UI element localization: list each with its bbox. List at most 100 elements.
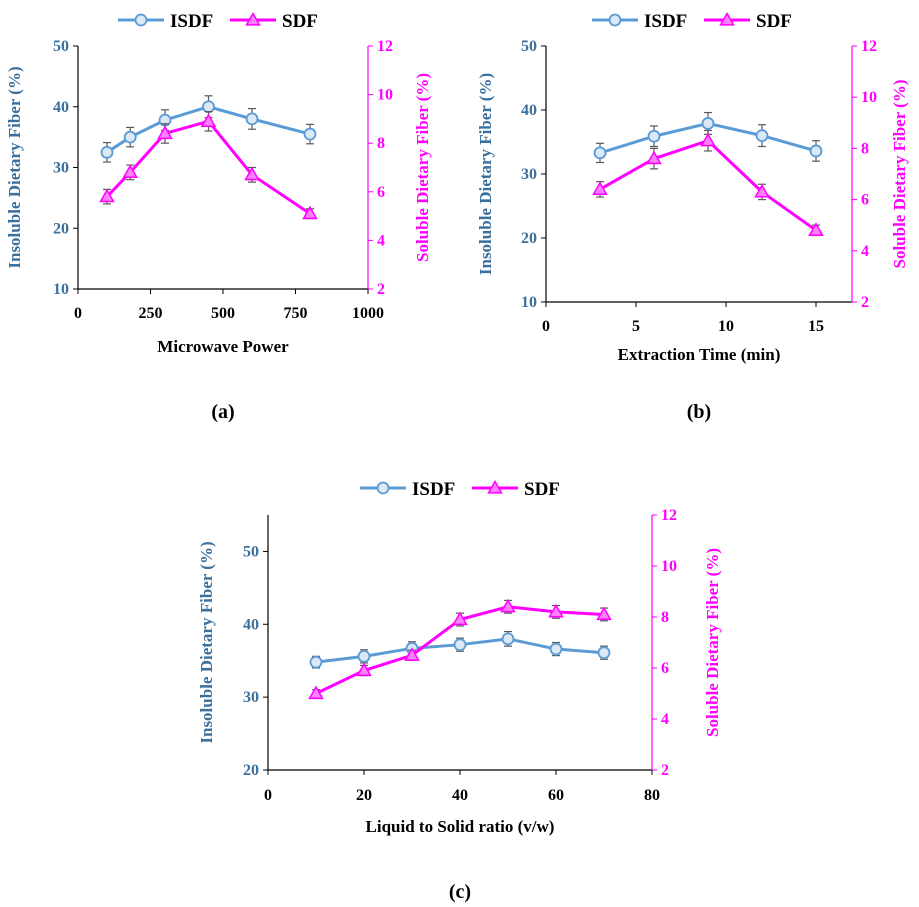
data-point-sdf xyxy=(596,606,612,621)
legend-marker-isdf xyxy=(134,13,148,27)
y-axis-title: Insoluble Dietary Fiber (%) xyxy=(5,66,24,268)
legend-label-isdf: ISDF xyxy=(170,11,213,32)
data-point-sdf xyxy=(356,662,372,677)
legend-label-sdf: SDF xyxy=(282,11,318,32)
x-axis-title: Liquid to Solid ratio (v/w) xyxy=(366,817,555,836)
y-tick-label: 30 xyxy=(53,160,69,177)
data-point-sdf xyxy=(700,132,716,147)
y2-tick-label: 10 xyxy=(661,558,677,575)
series-isdf xyxy=(309,630,611,669)
legend-marker-sdf xyxy=(719,11,735,26)
x-tick-label: 5 xyxy=(632,318,640,335)
y-tick-label: 30 xyxy=(521,166,537,183)
x-tick-label: 1000 xyxy=(352,305,384,322)
series-line xyxy=(599,139,817,232)
data-point-sdf xyxy=(122,164,138,178)
y-tick-label: 20 xyxy=(521,230,537,247)
x-tick-label: 0 xyxy=(542,318,550,335)
legend-marker-isdf xyxy=(376,481,390,495)
data-point-isdf xyxy=(647,129,661,143)
y-tick-label: 40 xyxy=(53,99,69,116)
x-tick-label: 60 xyxy=(548,787,564,804)
series-sdf xyxy=(99,111,318,220)
y-tick-label: 20 xyxy=(243,762,259,779)
data-point-isdf xyxy=(245,112,259,126)
legend: ISDF SDF xyxy=(360,479,560,500)
series-isdf xyxy=(593,111,823,164)
y2-tick-label: 4 xyxy=(377,232,385,249)
y2-tick-label: 4 xyxy=(861,243,869,260)
y2-tick-label: 2 xyxy=(661,762,669,779)
y2-tick-label: 8 xyxy=(377,135,385,152)
panel-label: (c) xyxy=(449,881,471,903)
y2-tick-label: 10 xyxy=(377,87,393,104)
data-point-isdf xyxy=(309,655,323,669)
y2-tick-label: 12 xyxy=(861,38,877,55)
y2-tick-label: 6 xyxy=(861,192,869,209)
y-tick-label: 10 xyxy=(53,281,69,298)
y-tick-label: 40 xyxy=(243,616,259,633)
panel-label: (b) xyxy=(687,401,711,423)
data-point-isdf xyxy=(501,632,515,646)
data-point-sdf xyxy=(99,188,115,203)
x-tick-label: 250 xyxy=(139,305,163,322)
data-point-isdf xyxy=(701,117,715,130)
y2-tick-label: 10 xyxy=(861,89,877,106)
series-sdf xyxy=(308,598,612,700)
y-tick-label: 50 xyxy=(53,38,69,55)
x-tick-label: 500 xyxy=(211,305,235,322)
y2-tick-label: 2 xyxy=(861,294,869,311)
y2-tick-label: 2 xyxy=(377,281,385,298)
data-point-sdf xyxy=(452,611,468,626)
x-tick-label: 0 xyxy=(264,787,272,804)
data-point-isdf xyxy=(549,642,563,656)
y-tick-label: 40 xyxy=(521,102,537,119)
x-tick-label: 80 xyxy=(644,787,660,804)
data-point-sdf xyxy=(808,222,824,236)
legend-label-isdf: ISDF xyxy=(644,11,687,32)
data-point-isdf xyxy=(303,127,317,141)
y-tick-label: 50 xyxy=(243,543,259,560)
y-tick-label: 20 xyxy=(53,220,69,237)
data-point-sdf xyxy=(302,205,318,220)
data-point-isdf xyxy=(593,146,607,160)
legend: ISDF SDF xyxy=(118,11,318,32)
data-point-sdf xyxy=(200,113,217,127)
data-point-isdf xyxy=(755,129,769,143)
data-point-sdf xyxy=(548,603,564,618)
data-point-sdf xyxy=(646,150,662,165)
x-tick-label: 20 xyxy=(356,787,372,804)
y2-tick-label: 12 xyxy=(377,38,393,55)
data-point-sdf xyxy=(754,183,770,198)
y2-tick-label: 8 xyxy=(861,140,869,157)
y2-axis-title: Soluble Dietary Fiber (%) xyxy=(413,73,432,262)
data-point-isdf xyxy=(202,100,215,114)
y-tick-label: 50 xyxy=(521,38,537,55)
legend: ISDF SDF xyxy=(592,11,792,32)
legend-marker-isdf xyxy=(608,13,622,27)
data-point-isdf xyxy=(453,638,467,652)
data-point-sdf xyxy=(592,181,608,195)
data-point-sdf xyxy=(244,166,260,181)
y-tick-label: 30 xyxy=(243,689,259,706)
data-point-isdf xyxy=(123,130,137,144)
data-point-isdf xyxy=(809,144,823,158)
x-tick-label: 15 xyxy=(808,318,824,335)
x-tick-label: 40 xyxy=(452,787,468,804)
y2-tick-label: 8 xyxy=(661,609,669,626)
y2-axis-title: Soluble Dietary Fiber (%) xyxy=(703,548,722,737)
chart-panel-b: 10 20 30 40 50 2 4 6 8 10 12 0 5 10 15 Extraction Time … xyxy=(476,11,909,423)
panel-label: (a) xyxy=(211,401,234,423)
y-axis-title: Insoluble Dietary Fiber (%) xyxy=(476,73,495,275)
x-axis-title: Extraction Time (min) xyxy=(618,345,781,364)
data-point-sdf xyxy=(157,125,173,140)
data-point-isdf xyxy=(100,145,114,159)
x-tick-label: 10 xyxy=(718,318,734,335)
data-point-isdf xyxy=(357,649,371,663)
y-axis-title: Insoluble Dietary Fiber (%) xyxy=(197,541,216,743)
legend-marker-sdf xyxy=(245,11,261,26)
y2-axis-title: Soluble Dietary Fiber (%) xyxy=(890,79,909,268)
y2-tick-label: 6 xyxy=(377,184,385,201)
y2-tick-label: 12 xyxy=(661,507,677,524)
